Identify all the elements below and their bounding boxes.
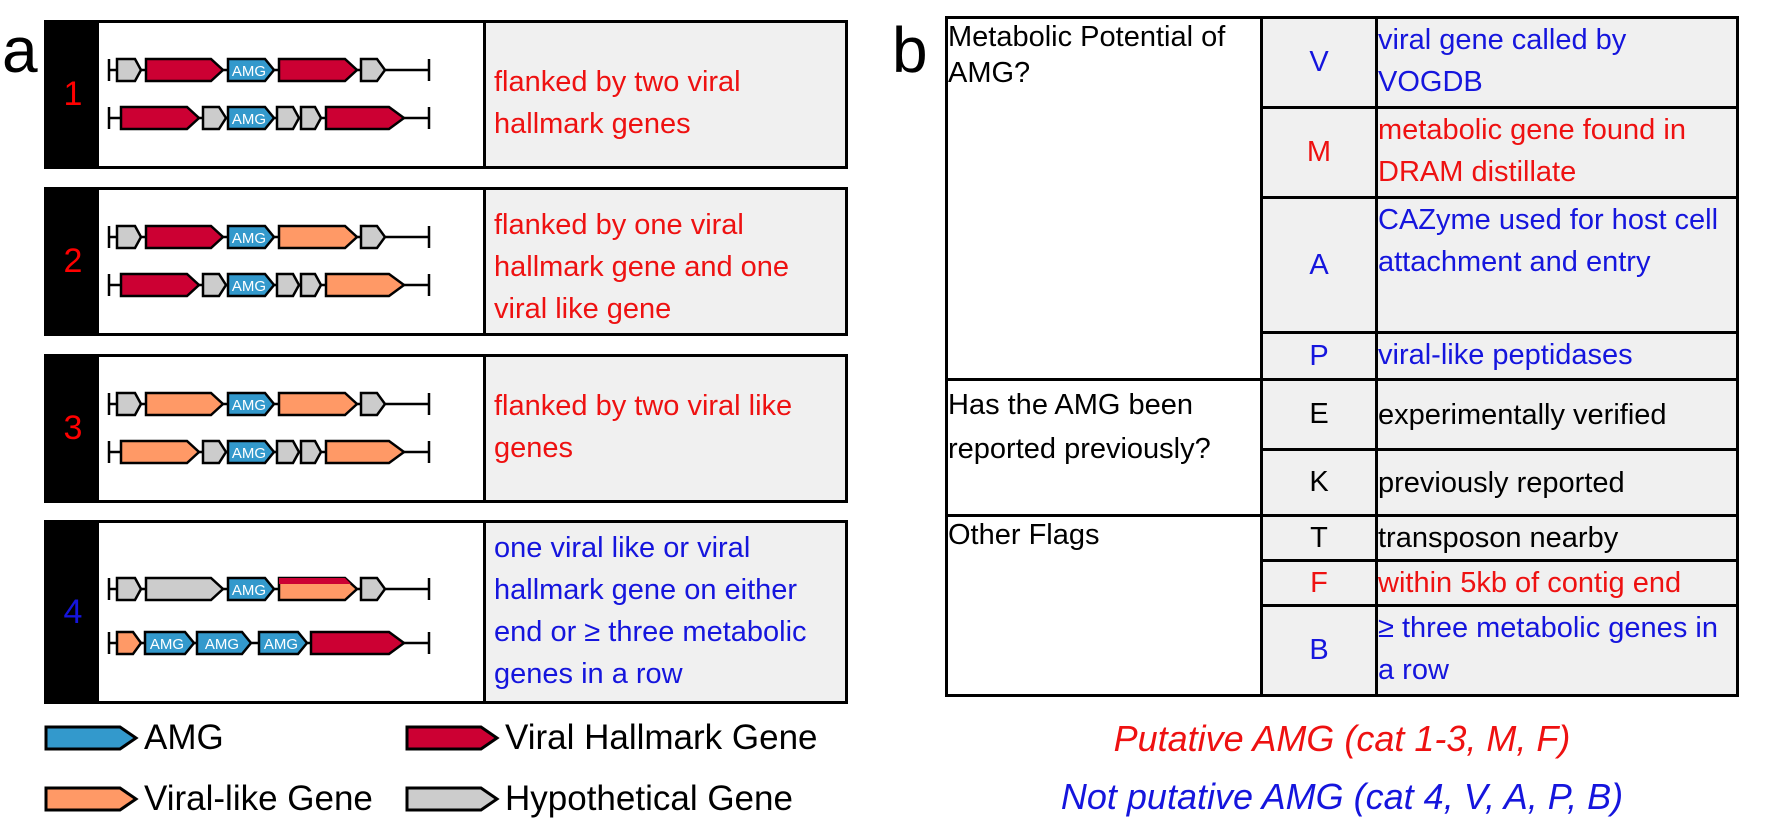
category-4: 4 AMG AMG AMG AMG one [44,520,848,704]
category-number-1: 1 [47,23,99,166]
summary-not-putative: Not putative AMG (cat 4, V, A, P, B) [1060,776,1624,817]
category-description-1: flanked by two viral hallmark genes [486,23,845,166]
description-line: viral like gene [494,293,672,325]
gene-diagram-4: AMG AMG AMG AMG [99,523,486,701]
flag-meaning: viral-like peptidases [1375,331,1739,381]
gene-arrows-2: AMG AMG [107,224,431,298]
legend-viral-hallmark: Viral Hallmark Gene [405,718,818,758]
summary-putative: Putative AMG (cat 1-3, M, F) [1113,718,1571,759]
flag-code: A [1260,196,1378,334]
amg-gene-label: AMG [232,63,266,80]
category-description-2: flanked by one viral hallmark gene and o… [486,190,845,333]
legend-label: AMG [144,718,224,757]
hypothetical-swatch-icon [405,786,500,812]
table-row: Has the AMG been reported previously? E … [945,378,1739,517]
table-row: A CAZyme used for host cell attachment a… [947,196,1739,334]
amg-gene-label: AMG [232,397,266,414]
category-number-4: 4 [47,523,99,701]
flag-code: P [1260,331,1378,381]
amg-gene-label: AMG [232,111,266,128]
table-row: M metabolic gene found in DRAM distillat… [947,106,1739,199]
flag-meaning: previously reported [1375,448,1739,517]
flag-code: K [1260,448,1378,517]
description-line: hallmark gene and one [494,251,790,283]
gene-diagram-2: AMG AMG [99,190,486,333]
description-line: flanked by two viral [494,66,741,98]
amg-flags-table: Metabolic Potential of AMG? V viral gene… [945,16,1739,697]
flag-code: E [1260,378,1378,451]
description-line: flanked by two viral like [494,390,793,422]
description-line: flanked by one viral [494,209,744,241]
question-metabolic-potential: Metabolic Potential of AMG? [945,16,1263,381]
gene-diagram-3: AMG AMG [99,357,486,500]
amg-gene-label: AMG [205,636,239,653]
table-row: B ≥ three metabolic genes in a row [947,604,1739,697]
description-line: hallmark genes [494,108,691,140]
flag-meaning: CAZyme used for host cell attachment and… [1375,196,1739,334]
description-line: end or ≥ three metabolic [494,616,807,648]
category-description-3: flanked by two viral like genes [486,357,845,500]
flag-code: F [1260,559,1378,607]
category-3: 3 AMG AMG flanked by two viral lik [44,354,848,503]
gene-arrows-3: AMG AMG [107,391,431,465]
category-description-4: one viral like or viral hallmark gene on… [486,523,845,701]
gene-diagram-1: AMG AMG [99,23,486,166]
gene-arrows-1: AMG AMG [107,57,431,131]
table-row: F within 5kb of contig end [947,559,1739,607]
amg-gene-label: AMG [232,230,266,247]
description-line: genes in a row [494,658,683,690]
table-row: Other Flags T transposon nearby [945,514,1739,697]
panel-b-letter: b [892,14,928,86]
description-line: hallmark gene on either [494,574,798,606]
amg-gene-label: AMG [232,582,266,599]
legend-hypothetical: Hypothetical Gene [405,779,793,819]
description-line: genes [494,432,574,464]
table-row: P viral-like peptidases [947,331,1739,381]
amg-gene-label: AMG [232,445,266,462]
flag-meaning: transposon nearby [1375,514,1739,562]
category-1: 1 AMG AMG flanked by two viral [44,20,848,169]
question-reported-previously: Has the AMG been reported previously? [945,378,1263,517]
flag-meaning: within 5kb of contig end [1375,559,1739,607]
flag-meaning: ≥ three metabolic genes in a row [1375,604,1739,697]
legend-label: Hypothetical Gene [505,779,793,818]
amg-gene-label: AMG [232,278,266,295]
flag-code: V [1260,16,1378,109]
category-number-2: 2 [47,190,99,333]
panel-a-letter: a [2,14,38,86]
legend-viral-like: Viral-like Gene [44,779,373,819]
flag-meaning: experimentally verified [1375,378,1739,451]
flag-code: M [1260,106,1378,199]
description-line: one viral like or viral [494,532,751,564]
amg-gene-label: AMG [150,636,184,653]
category-number-3: 3 [47,357,99,500]
viral-like-swatch-icon [44,786,139,812]
flag-code: T [1260,514,1378,562]
table-row: K previously reported [947,448,1739,517]
gene-arrows-4: AMG AMG AMG AMG [107,576,431,656]
legend-label: Viral Hallmark Gene [505,718,818,757]
flag-meaning: viral gene called by VOGDB [1375,16,1739,109]
flag-meaning: metabolic gene found in DRAM distillate [1375,106,1739,199]
amg-swatch-icon [44,725,139,751]
amg-gene-label: AMG [264,636,298,653]
viral-hallmark-swatch-icon [405,725,500,751]
legend-label: Viral-like Gene [144,779,373,818]
legend-amg: AMG [44,718,224,758]
category-2: 2 AMG AMG flanked by one viral [44,187,848,336]
table-row: Metabolic Potential of AMG? V viral gene… [945,16,1739,381]
question-other-flags: Other Flags [945,514,1263,697]
flag-code: B [1260,604,1378,697]
